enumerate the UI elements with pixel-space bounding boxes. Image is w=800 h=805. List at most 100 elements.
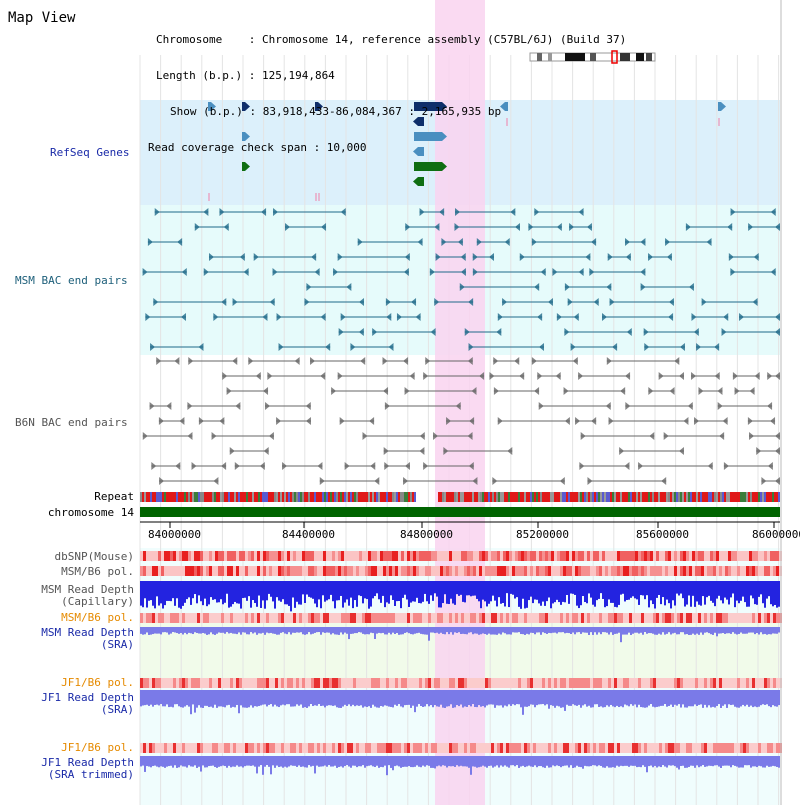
read-depth-bar <box>258 756 260 767</box>
polymorphism-strip <box>347 743 350 753</box>
repeat-element <box>470 492 472 502</box>
bac-end-marker <box>464 328 470 336</box>
read-depth-bar <box>324 627 326 633</box>
polymorphism-strip <box>572 743 575 753</box>
bac-end-marker <box>261 208 267 216</box>
read-depth-bar <box>708 581 710 596</box>
read-depth-bar <box>442 690 444 708</box>
polymorphism-strip <box>755 743 758 753</box>
polymorphism-strip <box>728 743 731 753</box>
bac-end-marker <box>317 462 323 470</box>
bac-end-marker <box>626 328 632 336</box>
repeat-element <box>548 492 550 502</box>
read-depth-bar <box>562 756 564 767</box>
polymorphism-strip <box>683 678 686 688</box>
read-depth-bar <box>224 581 226 603</box>
repeat-element <box>258 492 260 502</box>
repeat-element <box>260 492 262 502</box>
polymorphism-strip <box>620 678 623 688</box>
read-depth-bar <box>742 690 744 705</box>
repeat-element <box>244 492 246 502</box>
read-depth-bar <box>692 690 694 707</box>
axis-tick-label: 85600000 <box>636 528 689 541</box>
bac-end-marker <box>151 462 157 470</box>
polymorphism-strip <box>776 566 779 576</box>
read-depth-bar <box>380 627 382 634</box>
bac-end-marker <box>556 313 562 321</box>
repeat-element <box>568 492 570 502</box>
polymorphism-strip <box>716 743 719 753</box>
repeat-element <box>282 492 284 502</box>
read-depth-bar <box>480 756 482 767</box>
read-depth-bar <box>606 581 608 607</box>
polymorphism-strip <box>674 551 677 561</box>
polymorphism-strip <box>575 743 578 753</box>
read-depth-bar <box>486 690 488 706</box>
bac-end-marker <box>145 313 151 321</box>
read-depth-bar <box>588 690 590 706</box>
repeat-element <box>328 492 330 502</box>
read-depth-bar <box>658 627 660 634</box>
read-depth-bar <box>158 690 160 706</box>
polymorphism-strip <box>599 743 602 753</box>
read-depth-bar <box>706 690 708 708</box>
repeat-element <box>718 492 720 502</box>
read-depth-bar <box>772 581 774 607</box>
repeat-element <box>734 492 736 502</box>
polymorphism-strip <box>176 551 179 561</box>
polymorphism-strip <box>290 743 293 753</box>
polymorphism-strip <box>266 678 269 688</box>
read-depth-bar <box>346 690 348 706</box>
read-depth-bar <box>760 690 762 706</box>
read-depth-bar <box>196 627 198 633</box>
polymorphism-strip <box>554 678 557 688</box>
polymorphism-strip <box>620 743 623 753</box>
bac-end-marker <box>559 477 565 485</box>
polymorphism-strip <box>149 613 152 623</box>
read-depth-bar <box>734 756 736 766</box>
repeat-element <box>450 492 452 502</box>
read-depth-bar <box>190 627 192 634</box>
read-depth-bar <box>776 690 778 707</box>
polymorphism-strip <box>236 613 239 623</box>
bac-end-marker <box>403 357 409 365</box>
polymorphism-strip <box>260 678 263 688</box>
polymorphism-strip <box>737 613 740 623</box>
read-depth-bar <box>140 627 142 634</box>
read-depth-bar <box>612 756 614 768</box>
polymorphism-strip <box>737 566 740 576</box>
repeat-element <box>168 492 170 502</box>
read-depth-bar <box>380 581 382 603</box>
read-depth-bar <box>268 581 270 594</box>
bac-end-marker <box>528 223 534 231</box>
polymorphism-strip <box>461 566 464 576</box>
polymorphism-strip <box>143 551 146 561</box>
polymorphism-strip <box>689 566 692 576</box>
polymorphism-strip <box>248 678 251 688</box>
read-depth-bar <box>206 756 208 768</box>
read-depth-bar <box>296 581 298 602</box>
read-depth-bar <box>302 627 304 635</box>
polymorphism-strip <box>179 566 182 576</box>
read-depth-bar <box>292 627 294 633</box>
bac-end-marker <box>749 432 755 440</box>
repeat-element <box>160 492 162 502</box>
bac-end-marker <box>159 477 165 485</box>
read-depth-bar <box>362 690 364 708</box>
polymorphism-strip <box>494 743 497 753</box>
read-depth-bar <box>542 690 544 705</box>
read-depth-bar <box>178 581 180 608</box>
read-depth-bar <box>404 581 406 595</box>
bac-end-marker <box>235 402 241 410</box>
read-depth-bar <box>778 756 780 768</box>
read-depth-bar <box>224 627 226 634</box>
read-depth-bar <box>494 581 496 601</box>
read-depth-bar <box>480 690 482 707</box>
polymorphism-strip <box>731 566 734 576</box>
read-depth-bar <box>420 756 422 768</box>
polymorphism-strip <box>338 613 341 623</box>
bac-end-marker <box>625 238 631 246</box>
polymorphism-strip <box>524 551 527 561</box>
repeat-element <box>708 492 710 502</box>
